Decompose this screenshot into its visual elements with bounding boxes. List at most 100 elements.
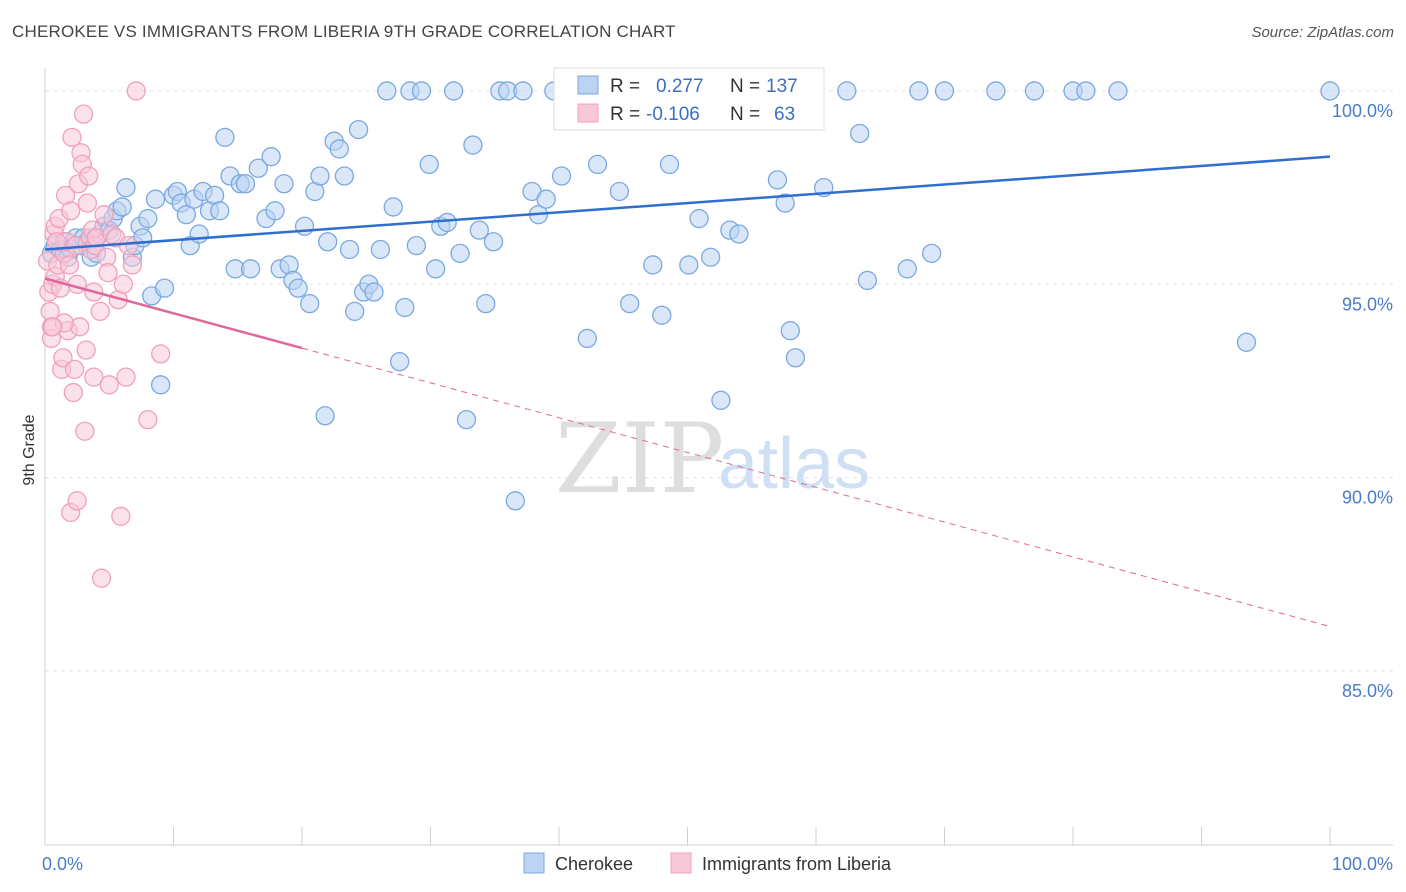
legend-r-label-cherokee: R = [610, 76, 640, 97]
x-tick-label-max: 100.0% [1332, 854, 1393, 874]
data-point [64, 359, 85, 380]
data-point [370, 239, 391, 260]
legend-n-label-cherokee: N = [730, 76, 760, 97]
data-point [63, 382, 83, 403]
data-point [116, 177, 136, 198]
data-point [150, 344, 171, 364]
data-point [577, 328, 597, 349]
data-point [274, 174, 294, 194]
data-point [513, 81, 533, 101]
data-point [189, 224, 209, 244]
data-point [90, 301, 110, 322]
data-point [505, 491, 525, 511]
data-point [79, 166, 99, 186]
watermark-atlas: atlas [718, 424, 870, 504]
data-point [587, 154, 608, 175]
data-point [450, 243, 470, 263]
data-point [61, 201, 81, 221]
legend-n-value-liberia: 63 [774, 104, 795, 125]
data-point [76, 340, 96, 360]
data-point [210, 201, 230, 221]
data-point [609, 181, 630, 202]
data-point [138, 409, 158, 430]
data-point [406, 235, 427, 256]
data-point [425, 259, 446, 279]
data-point [700, 247, 721, 267]
data-point [261, 147, 281, 167]
top-legend: R = 0.277 N = 137 R = -0.106 N = 63 [553, 67, 825, 131]
trend-line-liberia-extension [301, 347, 1331, 627]
y-tick-label: 90.0% [1342, 488, 1393, 508]
data-point [84, 367, 104, 387]
legend-swatch-liberia [577, 103, 599, 123]
y-tick-label: 85.0% [1342, 681, 1393, 701]
data-point [463, 135, 483, 155]
data-point [767, 170, 788, 190]
y-tick-label: 100.0% [1332, 101, 1393, 121]
data-point [643, 255, 663, 275]
chart-title: CHEROKEE VS IMMIGRANTS FROM LIBERIA 9TH … [12, 22, 676, 41]
watermark: ZIP atlas [555, 403, 870, 515]
bottom-legend: Cherokee Immigrants from Liberia [523, 852, 892, 874]
data-point [310, 166, 330, 186]
data-point [112, 197, 132, 217]
data-point [411, 81, 432, 101]
y-axis-label: 9th Grade [21, 414, 38, 485]
data-point [99, 375, 119, 395]
bottom-legend-swatch-liberia [670, 852, 692, 874]
data-point [294, 216, 315, 236]
data-point [857, 270, 878, 291]
data-point [443, 81, 464, 101]
data-point [46, 232, 67, 252]
data-point [652, 305, 672, 325]
data-point [235, 174, 256, 194]
legend-n-label-liberia: N = [730, 104, 760, 125]
data-point [986, 81, 1006, 101]
data-point [334, 166, 355, 186]
data-point [390, 351, 410, 372]
y-tick-labels: 100.0% 95.0% 90.0% 85.0% [1332, 101, 1393, 701]
data-point [536, 189, 556, 209]
data-point [345, 301, 365, 322]
chart-source: Source: ZipAtlas.com [1251, 24, 1394, 41]
data-point [437, 212, 457, 233]
data-point [922, 243, 942, 263]
data-point [75, 421, 95, 441]
data-point [419, 154, 439, 175]
data-point [77, 193, 98, 213]
data-point [897, 259, 917, 279]
axes [44, 68, 1393, 846]
bottom-legend-label-cherokee: Cherokee [555, 854, 633, 874]
data-point [248, 158, 268, 178]
data-point [383, 197, 403, 217]
data-point [126, 81, 146, 101]
data-point [329, 139, 349, 159]
data-point [94, 205, 114, 225]
data-point [377, 81, 397, 101]
data-point [483, 232, 504, 252]
data-point [59, 255, 80, 275]
data-point [476, 293, 496, 314]
data-point [659, 154, 680, 175]
data-point [551, 166, 572, 186]
data-point [113, 274, 134, 294]
data-point [348, 119, 369, 140]
data-point [711, 390, 731, 410]
data-point [300, 293, 320, 314]
data-point [780, 321, 800, 341]
data-point [265, 201, 285, 221]
data-point [785, 348, 806, 368]
data-point [850, 123, 870, 144]
data-point [1024, 81, 1045, 101]
data-point [1320, 81, 1340, 101]
data-point [73, 104, 94, 124]
y-tick-label: 95.0% [1342, 294, 1393, 314]
data-point [150, 375, 171, 395]
legend-r-value-cherokee: 0.277 [656, 76, 704, 97]
data-point [98, 263, 118, 283]
x-tick-label-min: 0.0% [42, 854, 83, 874]
data-point [62, 127, 82, 147]
data-point [122, 255, 143, 275]
legend-r-value-liberia: -0.106 [646, 104, 700, 125]
